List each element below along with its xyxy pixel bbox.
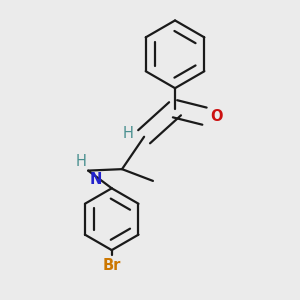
Text: H: H bbox=[123, 126, 134, 141]
Text: Br: Br bbox=[103, 258, 121, 273]
Text: H: H bbox=[76, 154, 87, 169]
Text: N: N bbox=[90, 172, 102, 187]
Text: O: O bbox=[210, 109, 222, 124]
